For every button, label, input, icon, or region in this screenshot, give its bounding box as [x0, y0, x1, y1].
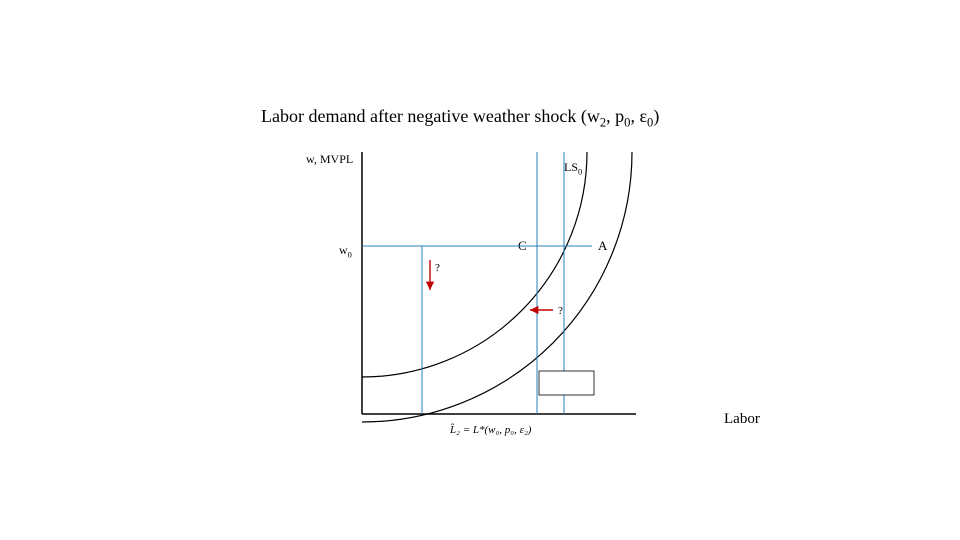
diagram-svg: [0, 0, 960, 540]
